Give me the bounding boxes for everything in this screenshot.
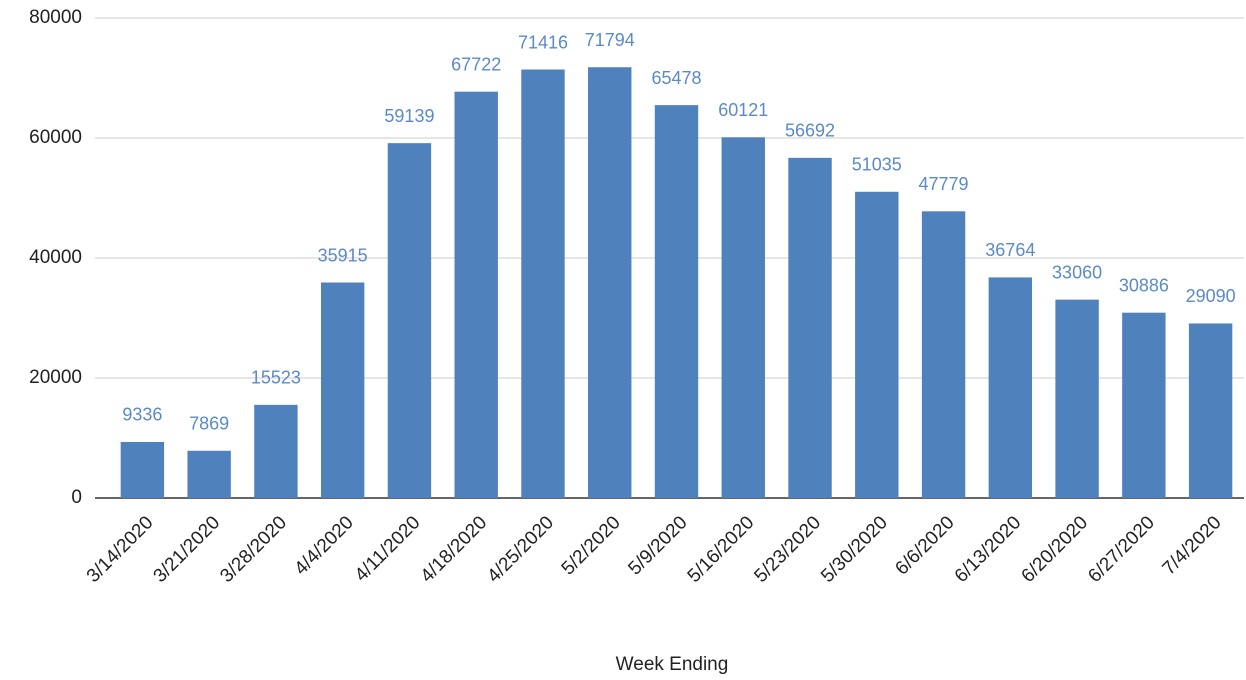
bar <box>988 277 1033 498</box>
bar <box>1122 312 1166 498</box>
bar <box>921 211 966 499</box>
bar <box>654 105 699 498</box>
data-label: 67722 <box>451 54 501 74</box>
x-tick-label: 4/11/2020 <box>351 512 425 586</box>
bar <box>1188 323 1233 498</box>
data-label: 71416 <box>518 32 568 52</box>
data-label: 7869 <box>189 414 229 434</box>
bar <box>320 282 365 498</box>
y-tick-label: 80000 <box>29 7 82 28</box>
data-label: 29090 <box>1186 286 1236 306</box>
x-tick-label: 4/4/2020 <box>291 512 358 579</box>
x-tick-label: 4/25/2020 <box>483 512 558 587</box>
x-tick-label: 5/30/2020 <box>817 512 892 587</box>
data-label: 60121 <box>718 100 768 120</box>
bar <box>521 69 565 498</box>
bar <box>254 404 298 498</box>
x-tick-label: 3/28/2020 <box>216 512 291 587</box>
y-tick-label: 60000 <box>29 127 82 148</box>
x-axis-title: Week Ending <box>616 654 729 675</box>
bar <box>387 143 432 498</box>
data-label: 56692 <box>785 121 835 141</box>
bar <box>855 191 899 499</box>
data-label: 71794 <box>585 30 635 50</box>
x-tick-label: 3/21/2020 <box>150 512 225 587</box>
bar <box>1055 299 1099 498</box>
y-tick-label: 0 <box>71 487 82 508</box>
bar <box>721 137 765 499</box>
x-tick-label: 6/6/2020 <box>891 512 958 579</box>
data-label: 65478 <box>651 68 701 88</box>
x-tick-label: 5/23/2020 <box>750 512 825 587</box>
data-label: 47779 <box>919 174 969 194</box>
x-tick-label: 6/27/2020 <box>1084 512 1159 587</box>
x-tick-label: 6/20/2020 <box>1018 512 1093 587</box>
y-tick-label: 20000 <box>29 367 82 388</box>
data-label: 36764 <box>985 240 1035 260</box>
data-label: 59139 <box>384 106 434 126</box>
x-tick-label: 6/13/2020 <box>951 512 1026 587</box>
x-tick-label: 5/9/2020 <box>624 512 691 579</box>
bar <box>187 450 231 498</box>
bar <box>120 441 165 498</box>
data-label: 30886 <box>1119 275 1169 295</box>
x-tick-label: 5/2/2020 <box>558 512 625 579</box>
x-tick-label: 5/16/2020 <box>684 512 759 587</box>
data-label: 51035 <box>852 155 902 175</box>
data-label: 9336 <box>122 405 162 425</box>
bar <box>788 157 832 498</box>
data-label: 15523 <box>251 368 301 388</box>
y-tick-label: 40000 <box>29 247 82 268</box>
data-label: 35915 <box>318 245 368 265</box>
x-tick-label: 4/18/2020 <box>417 512 492 587</box>
data-label: 33060 <box>1052 262 1102 282</box>
bar <box>588 67 632 499</box>
x-tick-label: 3/14/2020 <box>83 512 158 587</box>
bar <box>454 91 498 498</box>
x-tick-label: 7/4/2020 <box>1159 512 1226 579</box>
